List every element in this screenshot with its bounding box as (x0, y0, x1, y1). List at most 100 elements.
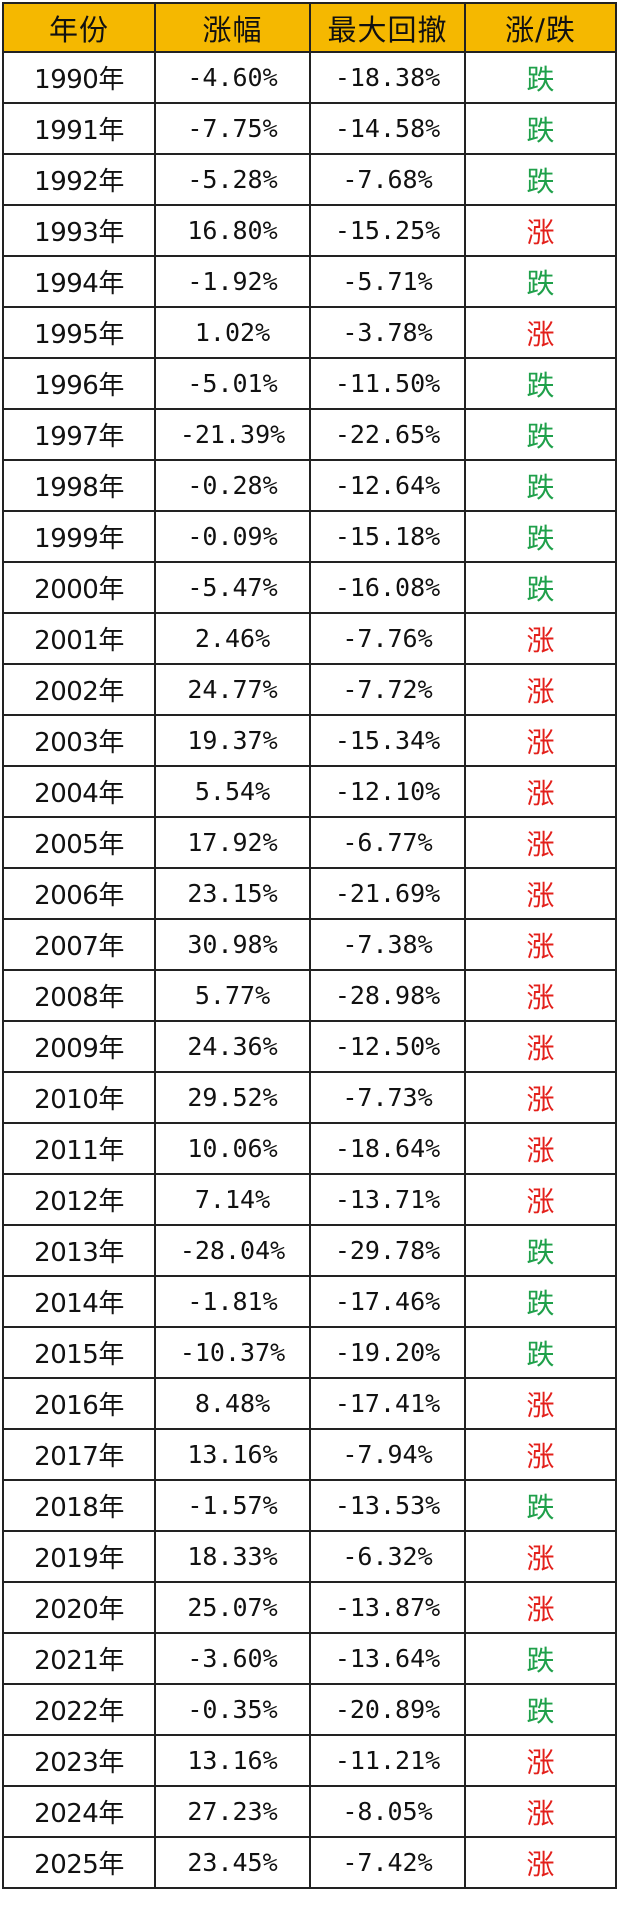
drawdown-cell: -7.68% (309, 153, 466, 206)
header-row: 年份 涨幅 最大回撤 涨/跌 (2, 2, 617, 53)
change-cell: 8.48% (154, 1377, 311, 1430)
drawdown-cell: -13.64% (309, 1632, 466, 1685)
change-cell: 5.54% (154, 765, 311, 818)
table-row: 1995年 1.02% -3.78% 涨 (2, 306, 617, 359)
year-cell: 2004年 (2, 765, 156, 818)
change-cell: 2.46% (154, 612, 311, 665)
year-cell: 2021年 (2, 1632, 156, 1685)
table-row: 2022年 -0.35% -20.89% 跌 (2, 1683, 617, 1736)
drawdown-cell: -12.64% (309, 459, 466, 512)
year-cell: 2019年 (2, 1530, 156, 1583)
change-cell: 18.33% (154, 1530, 311, 1583)
drawdown-cell: -17.46% (309, 1275, 466, 1328)
direction-cell: 涨 (464, 1530, 617, 1583)
table-row: 1994年 -1.92% -5.71% 跌 (2, 255, 617, 308)
change-cell: 19.37% (154, 714, 311, 767)
year-cell: 2025年 (2, 1836, 156, 1889)
change-cell: 24.77% (154, 663, 311, 716)
direction-cell: 跌 (464, 357, 617, 410)
change-cell: 5.77% (154, 969, 311, 1022)
change-cell: -1.92% (154, 255, 311, 308)
direction-cell: 涨 (464, 918, 617, 971)
year-cell: 2020年 (2, 1581, 156, 1634)
direction-cell: 涨 (464, 663, 617, 716)
direction-cell: 涨 (464, 306, 617, 359)
change-cell: -10.37% (154, 1326, 311, 1379)
table-row: 1992年 -5.28% -7.68% 跌 (2, 153, 617, 206)
change-cell: -0.09% (154, 510, 311, 563)
table-row: 2017年 13.16% -7.94% 涨 (2, 1428, 617, 1481)
direction-cell: 涨 (464, 1428, 617, 1481)
year-cell: 2013年 (2, 1224, 156, 1277)
change-cell: 17.92% (154, 816, 311, 869)
drawdown-cell: -11.50% (309, 357, 466, 410)
year-cell: 2006年 (2, 867, 156, 920)
drawdown-cell: -19.20% (309, 1326, 466, 1379)
drawdown-cell: -15.34% (309, 714, 466, 767)
table-row: 1993年 16.80% -15.25% 涨 (2, 204, 617, 257)
year-cell: 1996年 (2, 357, 156, 410)
drawdown-cell: -18.64% (309, 1122, 466, 1175)
table-row: 2014年 -1.81% -17.46% 跌 (2, 1275, 617, 1328)
change-cell: 30.98% (154, 918, 311, 971)
drawdown-cell: -28.98% (309, 969, 466, 1022)
year-cell: 1990年 (2, 51, 156, 104)
drawdown-cell: -7.72% (309, 663, 466, 716)
table-row: 2024年 27.23% -8.05% 涨 (2, 1785, 617, 1838)
table-row: 2007年 30.98% -7.38% 涨 (2, 918, 617, 971)
drawdown-cell: -17.41% (309, 1377, 466, 1430)
change-cell: 27.23% (154, 1785, 311, 1838)
year-cell: 2000年 (2, 561, 156, 614)
table-row: 1999年 -0.09% -15.18% 跌 (2, 510, 617, 563)
drawdown-cell: -20.89% (309, 1683, 466, 1736)
direction-cell: 跌 (464, 1683, 617, 1736)
year-cell: 2003年 (2, 714, 156, 767)
table-row: 2006年 23.15% -21.69% 涨 (2, 867, 617, 920)
table-row: 1990年 -4.60% -18.38% 跌 (2, 51, 617, 104)
table-row: 2008年 5.77% -28.98% 涨 (2, 969, 617, 1022)
year-cell: 2017年 (2, 1428, 156, 1481)
table-row: 2010年 29.52% -7.73% 涨 (2, 1071, 617, 1124)
table-row: 1996年 -5.01% -11.50% 跌 (2, 357, 617, 410)
drawdown-cell: -15.18% (309, 510, 466, 563)
year-cell: 2010年 (2, 1071, 156, 1124)
drawdown-cell: -3.78% (309, 306, 466, 359)
direction-cell: 涨 (464, 816, 617, 869)
change-cell: -5.28% (154, 153, 311, 206)
drawdown-cell: -6.77% (309, 816, 466, 869)
year-cell: 1995年 (2, 306, 156, 359)
direction-cell: 跌 (464, 561, 617, 614)
drawdown-cell: -8.05% (309, 1785, 466, 1838)
year-cell: 1991年 (2, 102, 156, 155)
drawdown-cell: -13.87% (309, 1581, 466, 1634)
direction-cell: 跌 (464, 102, 617, 155)
year-cell: 2022年 (2, 1683, 156, 1736)
year-cell: 2002年 (2, 663, 156, 716)
change-cell: -4.60% (154, 51, 311, 104)
change-cell: -5.01% (154, 357, 311, 410)
drawdown-cell: -14.58% (309, 102, 466, 155)
year-cell: 2015年 (2, 1326, 156, 1379)
year-cell: 2024年 (2, 1785, 156, 1838)
direction-cell: 跌 (464, 1224, 617, 1277)
drawdown-cell: -7.73% (309, 1071, 466, 1124)
direction-cell: 涨 (464, 1836, 617, 1889)
change-cell: 25.07% (154, 1581, 311, 1634)
change-cell: 24.36% (154, 1020, 311, 1073)
direction-cell: 涨 (464, 612, 617, 665)
year-cell: 2016年 (2, 1377, 156, 1430)
direction-cell: 涨 (464, 714, 617, 767)
table-row: 2023年 13.16% -11.21% 涨 (2, 1734, 617, 1787)
change-cell: 16.80% (154, 204, 311, 257)
year-cell: 2005年 (2, 816, 156, 869)
drawdown-cell: -5.71% (309, 255, 466, 308)
direction-cell: 跌 (464, 1326, 617, 1379)
change-cell: -1.57% (154, 1479, 311, 1532)
table-row: 2011年 10.06% -18.64% 涨 (2, 1122, 617, 1175)
table-row: 2001年 2.46% -7.76% 涨 (2, 612, 617, 665)
change-cell: -3.60% (154, 1632, 311, 1685)
year-cell: 1997年 (2, 408, 156, 461)
direction-cell: 跌 (464, 1275, 617, 1328)
table-row: 2021年 -3.60% -13.64% 跌 (2, 1632, 617, 1685)
table-row: 2003年 19.37% -15.34% 涨 (2, 714, 617, 767)
